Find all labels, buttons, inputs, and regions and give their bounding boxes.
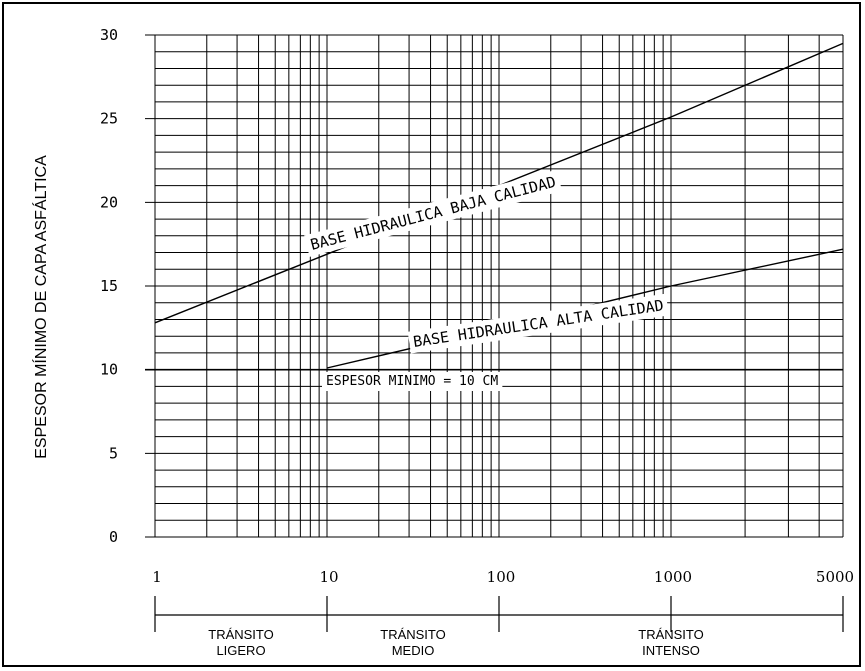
transit-range-line1: TRÁNSITO bbox=[638, 627, 704, 642]
series-label-baja-calidad: BASE HIDRAULICA BAJA CALIDAD bbox=[308, 173, 557, 254]
x-axis: 1 10 100 1000 5000 bbox=[152, 568, 854, 632]
x-tick-label: 1 bbox=[152, 568, 162, 586]
y-axis-label: ESPESOR MÍNIMO DE CAPA ASFÁLTICA bbox=[31, 155, 50, 459]
transit-range-line2: INTENSO bbox=[642, 643, 700, 658]
transit-range-line2: MEDIO bbox=[392, 643, 435, 658]
transit-range-line1: TRÁNSITO bbox=[208, 627, 274, 642]
x-tick-label: 1000 bbox=[654, 568, 692, 586]
transit-ranges: TRÁNSITOLIGEROTRÁNSITOMEDIOTRÁNSITOINTEN… bbox=[208, 627, 704, 658]
y-tick-label: 25 bbox=[100, 110, 118, 128]
x-tick-label: 5000 bbox=[816, 568, 854, 586]
series-label-alta-calidad: BASE HIDRAULICA ALTA CALIDAD bbox=[412, 296, 665, 351]
x-tick-label: 10 bbox=[319, 568, 338, 586]
label-background bbox=[322, 372, 503, 391]
label-background bbox=[304, 169, 563, 257]
y-tick-label: 20 bbox=[100, 193, 118, 211]
annotation-espesor-minimo: ESPESOR MINIMO = 10 CM bbox=[326, 374, 498, 389]
y-tick-label: 30 bbox=[100, 26, 118, 44]
x-tick-label: 100 bbox=[487, 568, 516, 586]
grid bbox=[145, 34, 844, 538]
y-tick-label: 0 bbox=[109, 528, 118, 546]
transit-range-line2: LIGERO bbox=[216, 643, 265, 658]
transit-range-line1: TRÁNSITO bbox=[380, 627, 446, 642]
y-tick-labels: 0 5 10 15 20 25 30 bbox=[100, 26, 118, 546]
y-tick-label: 15 bbox=[100, 277, 118, 295]
y-tick-label: 10 bbox=[100, 361, 118, 379]
y-tick-label: 5 bbox=[109, 444, 118, 462]
series-labels: BASE HIDRAULICA BAJA CALIDAD BASE HIDRAU… bbox=[304, 169, 669, 391]
label-background bbox=[407, 293, 669, 354]
